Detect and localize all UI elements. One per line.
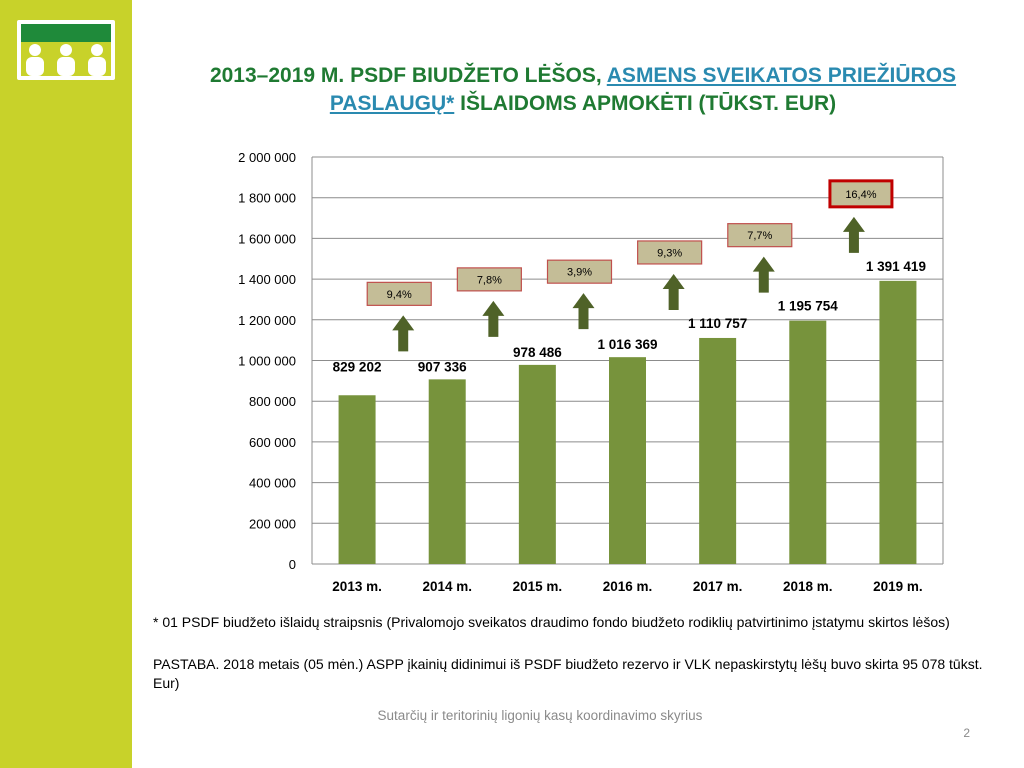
- y-tick-label: 1 600 000: [238, 231, 296, 246]
- footnote: * 01 PSDF biudžeto išlaidų straipsnis (P…: [153, 614, 950, 630]
- y-tick-label: 1 200 000: [238, 313, 296, 328]
- growth-rate-label: 7,8%: [477, 274, 502, 286]
- growth-rate-label: 3,9%: [567, 267, 592, 279]
- note: PASTABA. 2018 metais (05 mėn.) ASPP įkai…: [153, 656, 983, 691]
- growth-arrow: [842, 216, 865, 253]
- growth-arrow: [662, 273, 685, 310]
- page-number: 2: [963, 726, 970, 740]
- growth-rate-box: [456, 267, 522, 292]
- data-label: 1 016 369: [597, 337, 657, 352]
- data-label: 978 486: [513, 345, 562, 360]
- bar: [338, 395, 376, 564]
- y-tick-label: 800 000: [249, 394, 296, 409]
- growth-rate-box: [366, 281, 432, 306]
- y-tick-label: 600 000: [249, 435, 296, 450]
- logo: [17, 20, 115, 80]
- growth-rate-box: [546, 259, 613, 284]
- y-tick-label: 1 000 000: [238, 354, 296, 369]
- data-label: 1 391 419: [866, 259, 926, 274]
- x-tick-label: 2018 m.: [783, 579, 833, 594]
- bar: [609, 357, 646, 564]
- growth-rate-label: 16,4%: [845, 189, 876, 201]
- x-tick-label: 2019 m.: [873, 579, 923, 594]
- growth-arrow: [572, 293, 595, 330]
- x-tick-label: 2016 m.: [603, 579, 653, 594]
- y-tick-label: 1 400 000: [238, 272, 296, 287]
- growth-arrow: [392, 315, 415, 352]
- growth-rate-box: [727, 223, 793, 248]
- title-part-1: 2013–2019 M. PSDF BIUDŽETO LĖŠOS,: [209, 64, 607, 87]
- bar: [428, 379, 466, 564]
- title-link[interactable]: ASMENS SVEIKATOS PRIEŽIŪROS PASLAUGŲ*: [329, 64, 957, 115]
- bar: [699, 337, 737, 564]
- title-part-2: IŠLAIDOMS APMOKĖTI (TŪKST. EUR): [454, 92, 837, 115]
- y-tick-label: 0: [289, 557, 296, 572]
- y-tick-label: 200 000: [249, 516, 296, 531]
- data-label: 1 195 754: [778, 299, 839, 314]
- x-tick-label: 2017 m.: [693, 579, 743, 594]
- y-tick-label: 1 800 000: [238, 191, 296, 206]
- page-title: 2013–2019 M. PSDF BIUDŽETO LĖŠOS, ASMENS…: [150, 62, 1016, 118]
- growth-arrow: [482, 300, 505, 337]
- bar: [789, 320, 827, 564]
- sidebar-band: [0, 0, 132, 768]
- x-tick-label: 2015 m.: [513, 579, 563, 594]
- growth-rate-label: 9,4%: [387, 289, 412, 301]
- growth-rate-label: 7,7%: [747, 230, 772, 242]
- bar: [879, 280, 917, 564]
- y-tick-label: 2 000 000: [238, 150, 296, 165]
- growth-rate-box: [828, 179, 894, 209]
- data-label: 907 336: [418, 359, 467, 374]
- data-label: 1 110 757: [688, 316, 747, 331]
- data-label: 829 202: [333, 359, 382, 374]
- bar: [518, 364, 556, 564]
- growth-rate-box: [637, 240, 703, 265]
- x-tick-label: 2013 m.: [332, 579, 382, 594]
- x-tick-label: 2014 m.: [422, 579, 472, 594]
- growth-rate-label: 9,3%: [657, 247, 682, 259]
- y-tick-label: 400 000: [249, 476, 296, 491]
- growth-arrow: [752, 256, 775, 293]
- footer-text: Sutarčių ir teritorinių ligonių kasų koo…: [377, 708, 703, 723]
